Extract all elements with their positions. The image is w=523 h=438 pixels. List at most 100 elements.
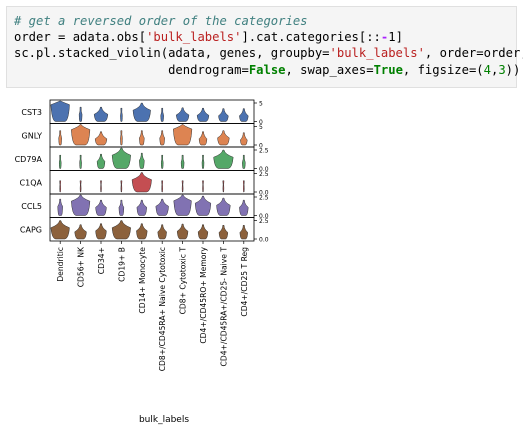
- gene-label: CST3: [21, 108, 42, 117]
- violin-mark: [132, 102, 151, 122]
- code-cell[interactable]: # get a reversed order of the categories…: [6, 6, 523, 88]
- violin-mark: [180, 154, 185, 169]
- violin-mark: [139, 152, 145, 169]
- violin-mark: [120, 130, 123, 146]
- x-axis-label: bulk_labels: [139, 415, 189, 425]
- violin-mark: [94, 131, 108, 146]
- category-label: CD56+ NK: [77, 246, 86, 287]
- code-line-4e: )): [505, 62, 521, 77]
- violin-mark: [242, 180, 245, 193]
- code-string: 'bulk_labels': [329, 46, 425, 61]
- category-label: CD8+ Cytotoxic T: [179, 247, 188, 315]
- category-label: CD4+/CD45RO+ Memory: [199, 247, 208, 344]
- violin-mark: [120, 107, 123, 122]
- axis-tick-label: 0.0: [259, 190, 269, 197]
- gene-label: CD79A: [15, 155, 43, 164]
- violin-mark: [198, 131, 208, 146]
- violin-mark: [181, 180, 184, 193]
- code-line-4a: dendrogram=: [168, 62, 249, 77]
- axis-tick-label: 2.5: [259, 218, 269, 225]
- axis-tick-label: 0.0: [259, 213, 269, 220]
- code-indent: [14, 63, 168, 77]
- violin-mark: [58, 154, 62, 169]
- violin-mark: [202, 180, 204, 193]
- gene-label: CAPG: [20, 225, 42, 234]
- violin-mark: [155, 198, 169, 216]
- violin-mark: [120, 180, 123, 193]
- violin-mark: [239, 225, 248, 240]
- violin-mark: [136, 199, 147, 216]
- gene-label: GNLY: [22, 131, 43, 140]
- violin-mark: [57, 198, 63, 216]
- category-label: CD34+: [97, 247, 106, 274]
- violin-mark: [78, 106, 83, 122]
- violin-mark: [218, 108, 229, 122]
- code-operator: -: [380, 30, 389, 45]
- category-label: CD14+ Monocyte: [138, 247, 147, 314]
- code-line-3a: sc.pl.stacked_violin(adata, genes, group…: [14, 46, 330, 61]
- violin-mark: [239, 108, 249, 122]
- violin-mark: [242, 154, 246, 169]
- violin-mark: [50, 100, 70, 122]
- violin-mark: [111, 147, 131, 169]
- violin-mark: [95, 223, 107, 240]
- gene-label: C1QA: [20, 178, 43, 187]
- violin-mark: [197, 224, 209, 240]
- axis-tick-label: 0: [259, 143, 263, 150]
- violin-mark: [196, 107, 210, 122]
- axis-tick-label: 5: [259, 101, 263, 108]
- violin-mark: [157, 224, 167, 240]
- violin-mark: [240, 132, 248, 146]
- violin-mark: [213, 149, 234, 169]
- category-label: CD4+/CD45RA+/CD25- Naive T: [219, 247, 228, 367]
- category-label: CD8+/CD45RA+ Naive Cytotoxic: [158, 247, 167, 371]
- violin-mark: [159, 130, 165, 146]
- violin-mark: [160, 154, 164, 169]
- category-label: CD19+ B: [117, 247, 126, 282]
- category-label: Dendritic: [56, 247, 65, 282]
- violin-mark: [176, 223, 189, 240]
- code-number: 4: [483, 62, 491, 77]
- violin-mark: [139, 130, 145, 146]
- code-comment: # get a reversed order of the categories: [14, 14, 308, 28]
- violin-mark: [111, 220, 131, 240]
- code-string: 'bulk_labels': [146, 30, 242, 45]
- violin-mark: [173, 124, 193, 146]
- violin-mark: [216, 197, 231, 216]
- code-number: 3: [498, 62, 506, 77]
- violin-mark: [79, 154, 82, 169]
- violin-mark: [74, 224, 87, 240]
- violin-mark: [71, 194, 91, 216]
- axis-tick-label: 2.5: [259, 148, 269, 155]
- violin-mark: [58, 130, 62, 146]
- violin-mark: [118, 199, 125, 216]
- violin-mark: [95, 199, 107, 216]
- code-keyword-true: True: [373, 62, 403, 77]
- violin-mark: [160, 107, 164, 122]
- violin-mark: [161, 180, 164, 193]
- violin-mark: [59, 180, 62, 193]
- violin-mark: [222, 180, 225, 193]
- violin-row-frame: [49, 217, 255, 242]
- axis-tick-label: 0.0: [259, 237, 269, 244]
- axis-tick-label: 0.0: [259, 166, 269, 173]
- violin-mark: [239, 199, 249, 216]
- category-label: CD4+/CD25 T Reg: [240, 247, 249, 317]
- violin-mark: [131, 172, 152, 193]
- violin-mark: [175, 107, 190, 122]
- violin-mark: [217, 130, 230, 146]
- violin-mark: [50, 220, 70, 240]
- violin-mark: [194, 195, 212, 216]
- code-line-4b: , swap_axes=: [285, 62, 374, 77]
- code-editor[interactable]: # get a reversed order of the categories…: [14, 13, 523, 78]
- code-line-2b: ].cat.categories[::: [241, 30, 381, 45]
- code-line-2a: order = adata.obs[: [14, 30, 147, 45]
- violin-mark: [93, 106, 109, 122]
- stacked-violin-plot: CST350GNLY50CD79A2.50.0C1QA2.50.0CCL52.5…: [15, 99, 269, 425]
- axis-tick-label: 0: [259, 119, 263, 126]
- gene-label: CCL5: [21, 202, 42, 211]
- violin-mark: [218, 225, 229, 240]
- violin-mark: [100, 180, 102, 193]
- violin-mark: [201, 154, 205, 169]
- code-line-2c: 1]: [388, 30, 403, 45]
